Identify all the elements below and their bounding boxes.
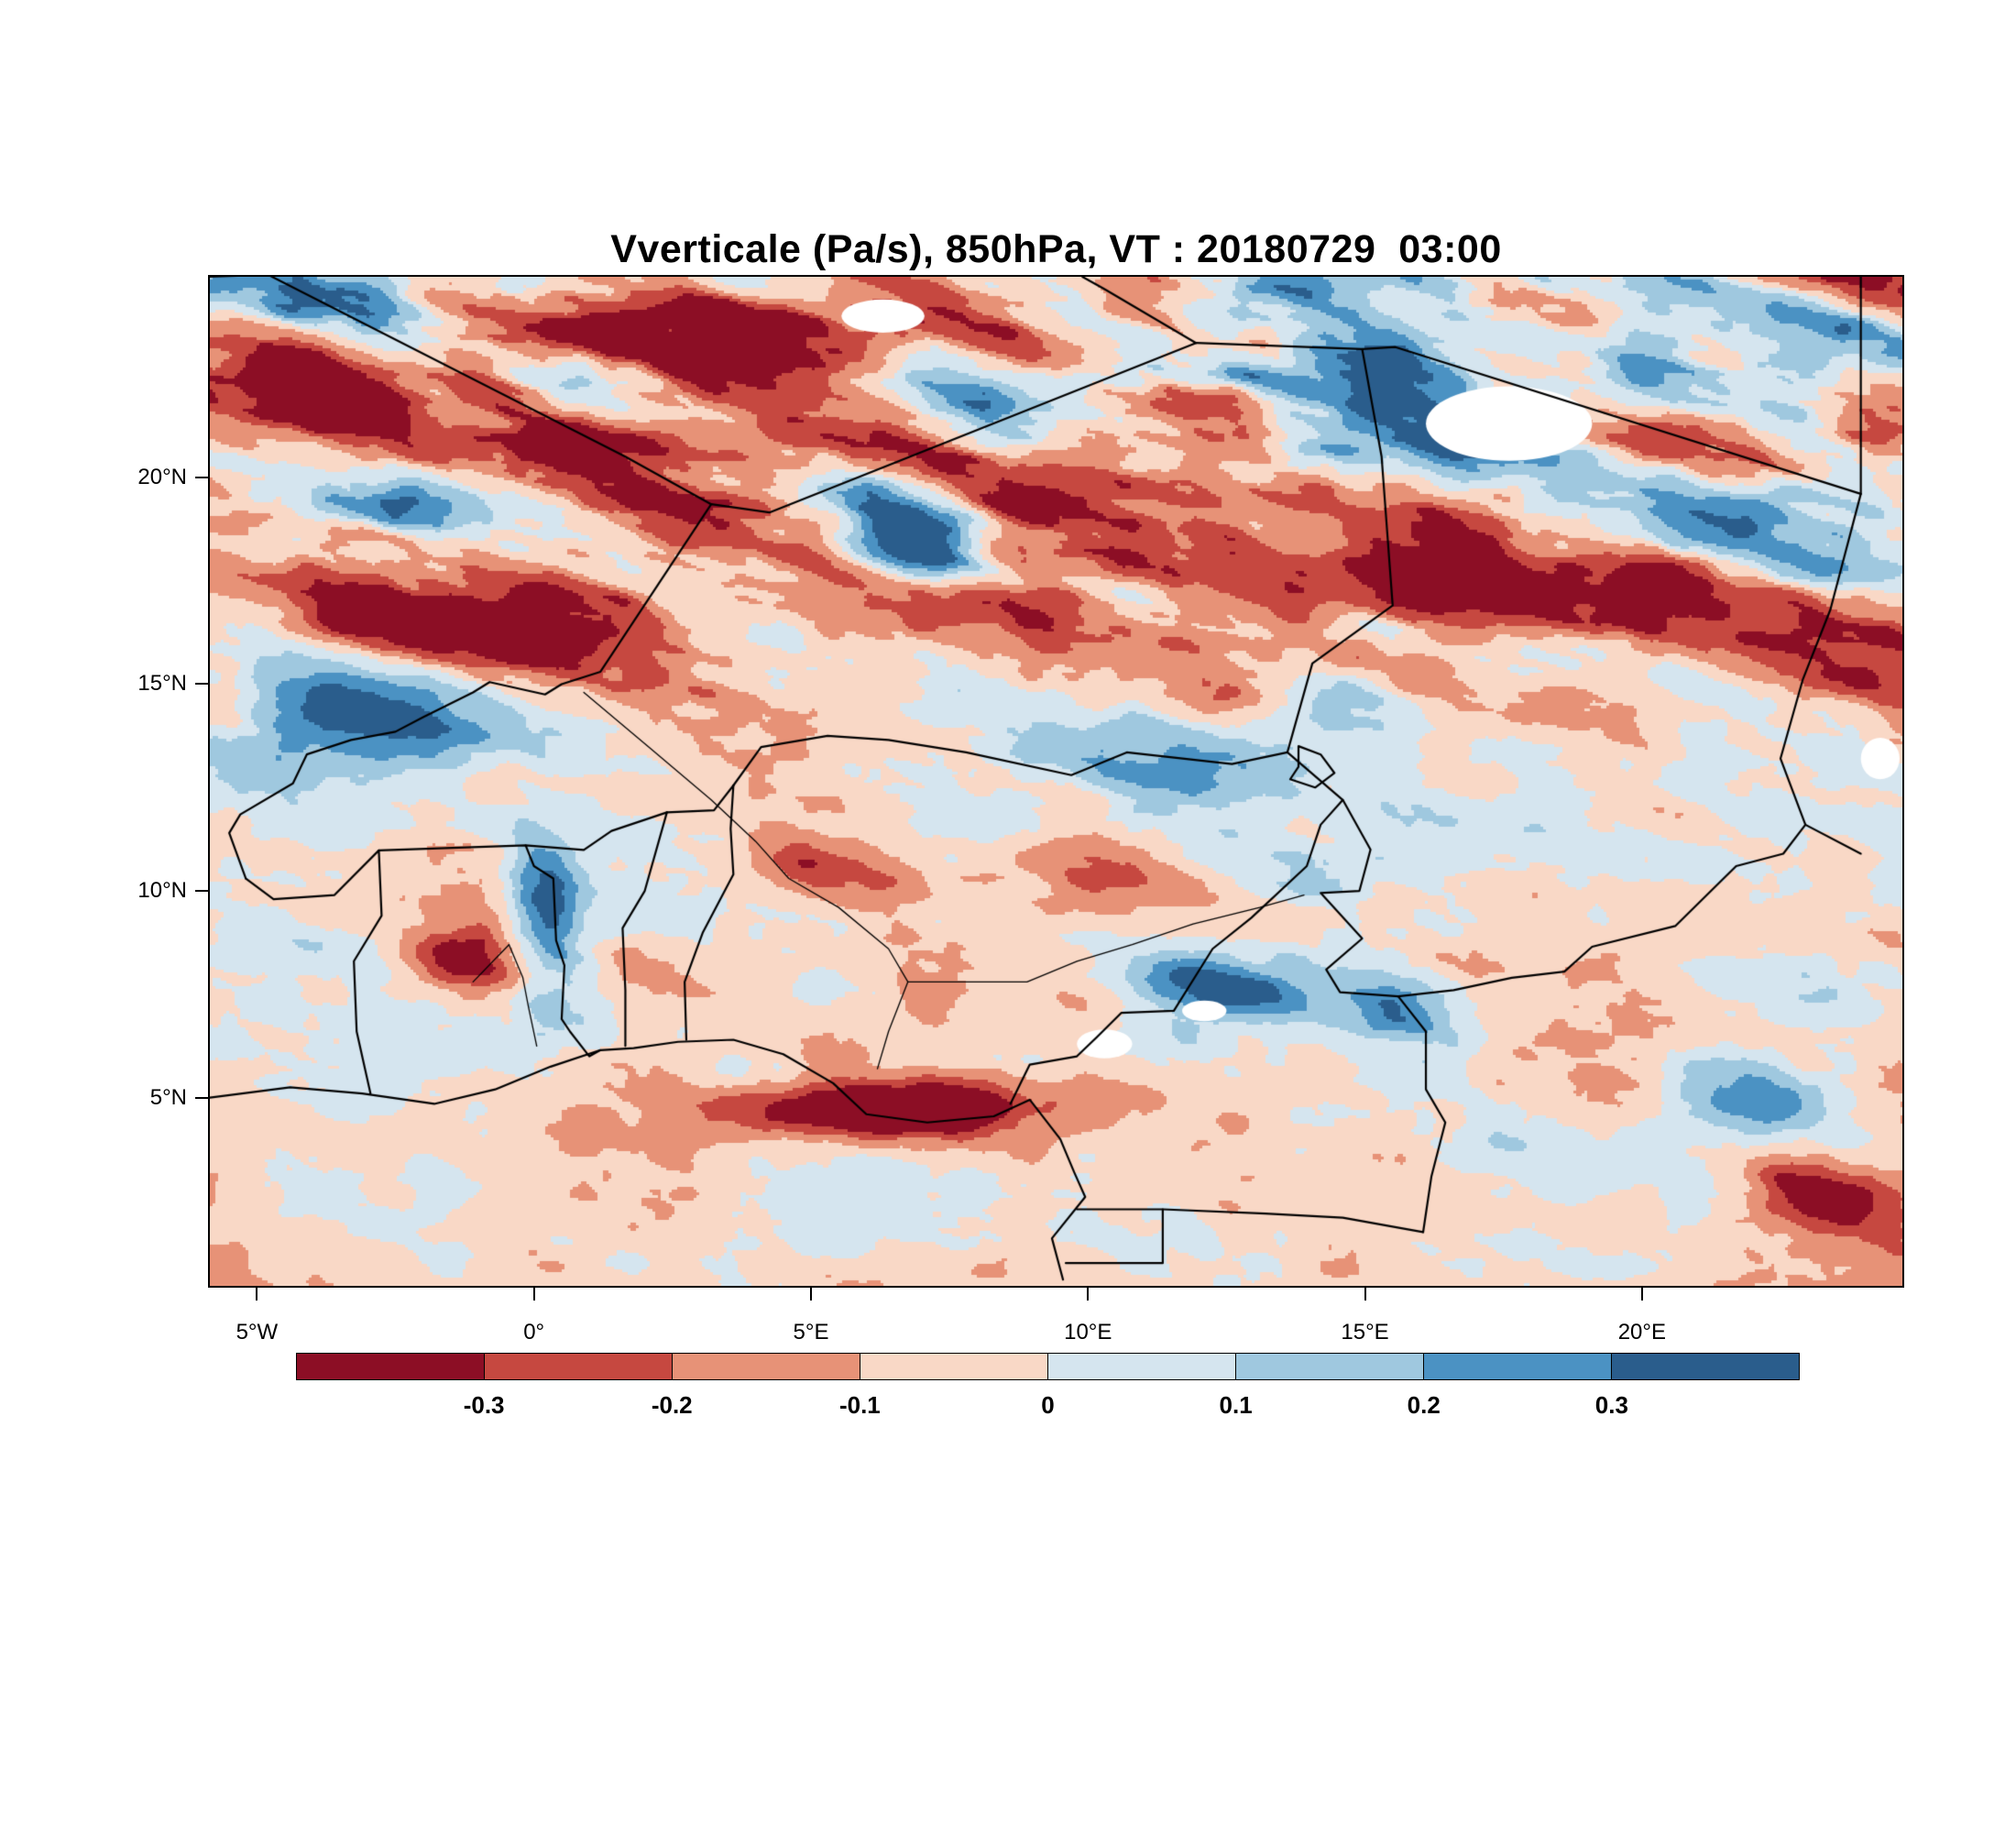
x-axis-tick-label-5e: 5°E — [793, 1320, 829, 1345]
y-axis-tick — [195, 683, 208, 686]
colorbar-segment — [673, 1354, 860, 1379]
colorbar: -0.3 -0.2 -0.1 0 0.1 0.2 0.3 — [296, 1353, 1800, 1440]
x-axis-tick-label-0: 0° — [523, 1320, 545, 1345]
y-axis-tick-label-5n: 5°N — [149, 1084, 187, 1110]
colorbar-label: -0.1 — [838, 1391, 881, 1419]
x-axis-tick-label-10e: 10°E — [1064, 1320, 1112, 1345]
colorbar-label: 0.2 — [1407, 1391, 1441, 1419]
x-axis-tick — [1364, 1288, 1366, 1301]
x-axis-tick-label-15e: 15°E — [1341, 1320, 1389, 1345]
colorbar-segment — [1048, 1354, 1236, 1379]
x-axis-tick — [1640, 1288, 1643, 1301]
colorbar-label: 0.3 — [1594, 1391, 1628, 1419]
y-axis-tick-label-15n: 15°N — [137, 671, 187, 697]
y-axis-tick-label-20n: 20°N — [137, 464, 187, 489]
x-axis-tick-label-20e: 20°E — [1617, 1320, 1666, 1345]
map-plot-area — [208, 275, 1904, 1288]
colorbar-label: 0.1 — [1219, 1391, 1253, 1419]
x-axis-tick-label-5w: 5°W — [236, 1320, 279, 1345]
y-axis-tick-label-10n: 10°N — [137, 878, 187, 904]
vertical-velocity-heatmap-canvas — [210, 277, 1902, 1286]
colorbar-label: -0.2 — [651, 1391, 693, 1419]
colorbar-label: -0.3 — [463, 1391, 505, 1419]
y-axis-tick — [195, 890, 208, 893]
x-axis-tick — [1087, 1288, 1090, 1301]
y-axis-tick — [195, 1096, 208, 1099]
colorbar-segment — [1612, 1354, 1799, 1379]
chart-title: Vverticale (Pa/s), 850hPa, VT : 20180729… — [610, 227, 1502, 271]
x-axis-tick — [809, 1288, 812, 1301]
colorbar-segment — [860, 1354, 1048, 1379]
colorbar-segment — [297, 1354, 485, 1379]
x-axis-tick — [532, 1288, 535, 1301]
y-axis-tick — [195, 476, 208, 478]
colorbar-label: 0 — [1041, 1391, 1055, 1419]
colorbar-segments — [296, 1353, 1800, 1380]
colorbar-segment — [1236, 1354, 1424, 1379]
x-axis-tick — [256, 1288, 258, 1301]
colorbar-segment — [1424, 1354, 1612, 1379]
colorbar-segment — [485, 1354, 673, 1379]
